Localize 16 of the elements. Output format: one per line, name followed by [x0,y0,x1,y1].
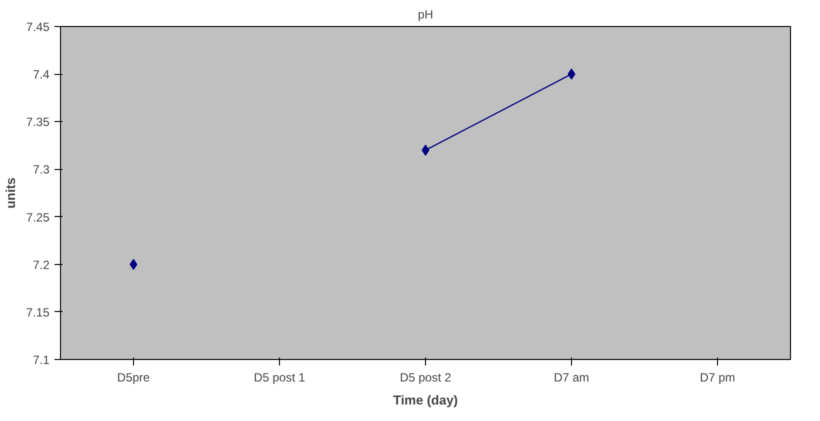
x-tick-label: D5 post 1 [254,370,306,384]
y-tick-label: 7.45 [26,20,50,34]
y-tick-label: 7.15 [26,305,50,320]
x-tick-label: D5 post 2 [400,370,452,384]
y-tick-label: 7.1 [32,353,50,367]
y-axis-title: units [3,177,18,209]
y-tick-label: 7.35 [26,115,50,130]
y-tick-label: 7.2 [32,258,50,272]
x-axis-title: Time (day) [393,392,458,408]
x-tick-label: D7 pm [700,370,736,384]
y-tick-label: 7.4 [32,68,50,82]
y-tick-label: 7.25 [26,210,50,224]
chart-title: pH [418,8,434,22]
x-tick-label: D5pre [117,370,150,384]
x-tick-label: D7 am [554,370,590,384]
y-tick-label: 7.3 [32,162,50,177]
